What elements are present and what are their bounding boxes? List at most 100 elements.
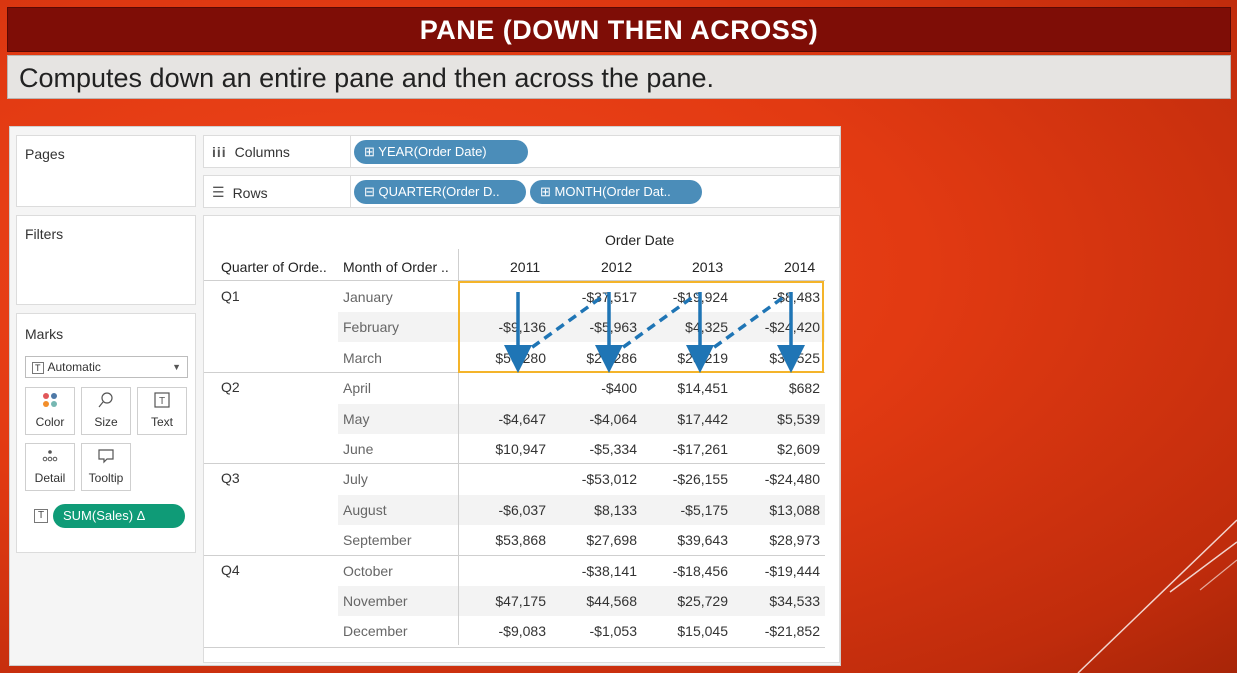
table-cell[interactable]: $10,947	[495, 441, 546, 457]
table-cell[interactable]: $28,973	[769, 532, 820, 549]
table-cell[interactable]: -$8,483	[772, 289, 820, 305]
color-label: Color	[35, 415, 65, 429]
decorative-lines	[1077, 519, 1237, 673]
quarter-label[interactable]: Q4	[221, 561, 240, 578]
table-cell[interactable]: -$53,012	[581, 471, 637, 488]
pages-shelf[interactable]: Pages	[16, 135, 196, 207]
table-cell[interactable]: -$5,963	[589, 319, 637, 336]
rows-shelf[interactable]: ☰ Rows ⊟ QUARTER(Order D.. ⊞ MONTH(Order…	[203, 175, 840, 208]
quarter-separator	[204, 554, 825, 556]
month-label[interactable]: March	[343, 349, 382, 366]
tooltip-label: Tooltip	[88, 471, 124, 485]
columns-shelf[interactable]: iii Columns ⊞ YEAR(Order Date)	[203, 135, 840, 168]
sum-sales-pill[interactable]: SUM(Sales) Δ	[53, 504, 185, 528]
text-icon: T	[138, 391, 186, 415]
table-cell[interactable]: -$6,037	[498, 501, 546, 518]
year-header-2013[interactable]: 2013	[692, 259, 724, 275]
size-label: Size	[94, 415, 118, 429]
rows-label: Rows	[232, 184, 268, 201]
header-separator	[204, 280, 825, 281]
table-cell[interactable]: $5,539	[777, 410, 820, 427]
table-cell[interactable]: -$21,852	[764, 623, 820, 640]
table-cell[interactable]: -$9,083	[498, 623, 546, 640]
table-cell[interactable]: -$26,155	[672, 471, 728, 488]
table-cell[interactable]: $682	[788, 380, 820, 397]
tooltip-button[interactable]: Tooltip	[81, 443, 131, 491]
table-cell[interactable]: -$4,064	[589, 410, 637, 427]
table-cell[interactable]: -$18,456	[672, 562, 728, 579]
chevron-down-icon: ▼	[172, 362, 181, 372]
month-order-date-pill[interactable]: ⊞ MONTH(Order Dat..	[530, 180, 702, 204]
quarter-label[interactable]: Q2	[221, 379, 240, 396]
table-cell[interactable]: $44,568	[586, 593, 637, 609]
table-cell[interactable]: $2,609	[777, 441, 820, 457]
table-cell[interactable]: $47,175	[495, 593, 546, 609]
table-cell[interactable]: $17,442	[677, 410, 728, 427]
filters-shelf[interactable]: Filters	[16, 215, 196, 305]
table-cell[interactable]: -$9,136	[498, 319, 546, 336]
month-label[interactable]: October	[343, 562, 393, 579]
month-label[interactable]: January	[343, 289, 393, 305]
marks-label: Marks	[25, 326, 64, 342]
tooltip-icon	[82, 447, 130, 471]
columns-label: Columns	[234, 144, 290, 160]
table-cell[interactable]: -$19,444	[764, 562, 820, 579]
table-cell[interactable]: $53,868	[495, 532, 546, 549]
text-label: Text	[150, 415, 173, 429]
table-cell[interactable]: $25,729	[677, 593, 728, 609]
text-mark-icon: T	[32, 362, 44, 374]
month-label[interactable]: December	[343, 623, 408, 640]
svg-text:T: T	[159, 396, 165, 407]
row-band	[338, 586, 825, 616]
table-cell[interactable]: $34,533	[769, 593, 820, 609]
table-cell[interactable]: $13,088	[769, 501, 820, 518]
color-button[interactable]: Color	[25, 387, 75, 435]
table-cell[interactable]: $4,325	[685, 319, 728, 336]
text-encoding-icon: T	[34, 509, 49, 523]
table-cell[interactable]: $39,643	[677, 532, 728, 549]
columns-icon: iii	[212, 144, 227, 160]
quarter-column-header[interactable]: Quarter of Orde..	[221, 259, 327, 275]
table-cell[interactable]: $8,133	[594, 501, 637, 518]
quarter-label[interactable]: Q1	[221, 288, 240, 304]
table-cell[interactable]: $15,045	[677, 623, 728, 640]
table-cell[interactable]: -$400	[601, 380, 637, 397]
quarter-order-date-pill[interactable]: ⊟ QUARTER(Order D..	[354, 180, 526, 204]
month-label[interactable]: August	[343, 501, 387, 518]
month-column-header[interactable]: Month of Order ..	[343, 259, 449, 275]
table-cell[interactable]: $27,698	[586, 532, 637, 549]
detail-button[interactable]: Detail	[25, 443, 75, 491]
quarter-label[interactable]: Q3	[221, 470, 240, 487]
month-label[interactable]: May	[343, 410, 370, 427]
month-label[interactable]: November	[343, 593, 408, 609]
tableau-screenshot: Pages Filters Marks T Automatic ▼ Color S…	[9, 126, 841, 666]
size-button[interactable]: Size	[81, 387, 131, 435]
mark-type-value: Automatic	[47, 360, 101, 374]
detail-label: Detail	[34, 471, 66, 485]
mark-type-dropdown[interactable]: T Automatic ▼	[25, 356, 188, 378]
quarter-separator	[204, 646, 825, 648]
text-button[interactable]: T Text	[137, 387, 187, 435]
year-header-2011[interactable]: 2011	[510, 259, 541, 275]
table-cell[interactable]: -$5,334	[589, 441, 637, 457]
month-label[interactable]: September	[343, 532, 412, 549]
table-cell[interactable]: $14,451	[677, 380, 728, 397]
row-band	[338, 494, 825, 525]
month-label[interactable]: June	[343, 441, 374, 457]
table-cell[interactable]: -$17,261	[672, 441, 728, 457]
month-label[interactable]: July	[343, 471, 368, 488]
year-header-2014[interactable]: 2014	[784, 259, 816, 275]
table-cell[interactable]: -$4,647	[498, 410, 546, 427]
table-cell[interactable]: -$1,053	[589, 623, 637, 640]
pane-divider	[458, 249, 459, 645]
rows-icon: ☰	[212, 184, 225, 200]
detail-icon	[26, 447, 74, 471]
table-cell[interactable]: -$24,480	[764, 471, 820, 488]
table-cell[interactable]: -$38,141	[581, 562, 637, 579]
year-header-2012[interactable]: 2012	[601, 259, 633, 275]
table-cell[interactable]: -$5,175	[680, 501, 728, 518]
month-label[interactable]: April	[343, 380, 372, 397]
month-label[interactable]: February	[343, 319, 400, 336]
year-order-date-pill[interactable]: ⊞ YEAR(Order Date)	[354, 140, 528, 164]
crosstab-view: Order Date Quarter of Orde.. Month of Or…	[203, 215, 840, 663]
